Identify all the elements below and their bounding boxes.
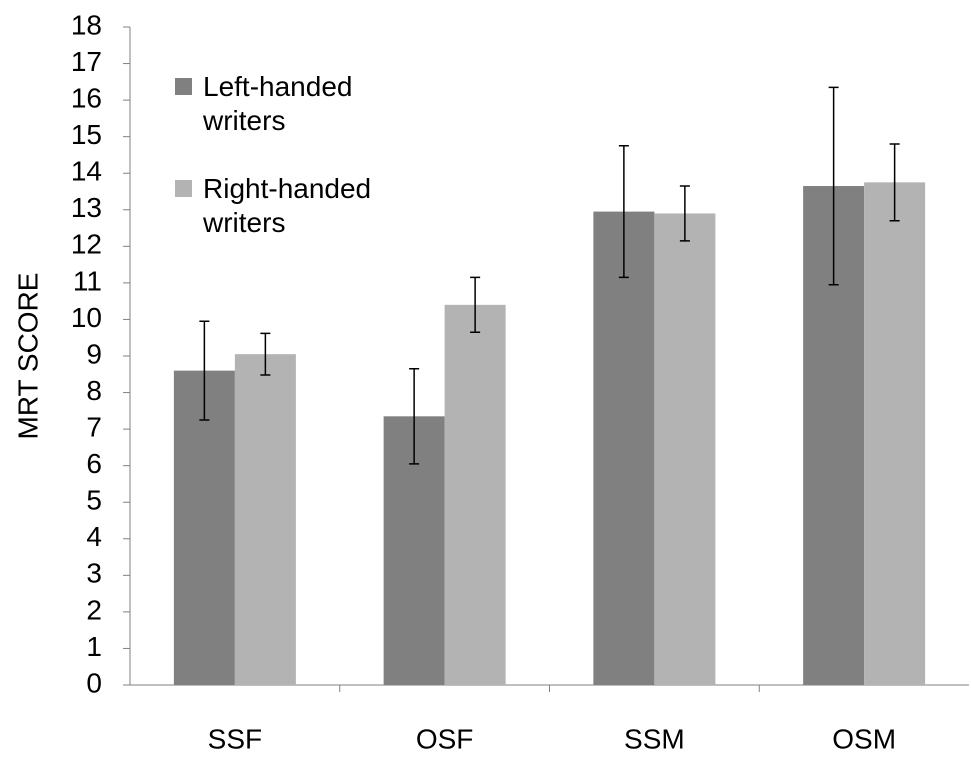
y-tick-label: 11 [73,265,102,296]
y-tick-label: 0 [86,667,102,698]
y-axis-label: MRT SCORE [12,273,43,440]
x-tick-label: SSF [208,723,262,754]
y-tick-label: 12 [71,229,102,260]
y-tick-label: 14 [71,156,102,187]
legend-label: Left-handed writers [203,71,353,136]
y-tick-label: 5 [86,485,102,516]
y-tick-label: 17 [71,46,102,77]
error-bar [409,368,420,465]
y-tick-label: 9 [86,338,102,369]
y-tick-label: 10 [71,302,102,333]
y-tick-label: 1 [86,631,102,662]
error-bar [889,143,900,222]
x-tick-label: SSM [624,723,685,754]
bar [234,354,296,685]
legend-swatch [175,180,192,197]
y-tick-label: 15 [71,119,102,150]
x-tick-label: OSM [832,723,896,754]
bar [864,182,926,685]
error-bar [828,86,839,286]
error-bar [199,320,210,421]
error-bar [260,332,271,376]
x-tick-label: OSF [416,723,474,754]
y-tick-label: 4 [86,521,102,552]
bar [173,370,235,685]
error-bar [618,145,629,279]
legend-label: Right-handed writers [203,173,372,238]
y-tick-label: 16 [71,83,102,114]
bar [444,304,506,685]
legend-swatch [175,78,192,95]
y-tick-label: 13 [71,192,102,223]
y-tick-label: 7 [86,412,102,443]
y-tick-label: 18 [71,9,102,40]
bar [654,213,716,685]
error-bar [679,185,690,242]
bar [593,211,655,685]
error-bar [470,276,481,333]
y-tick-label: 3 [86,558,102,589]
y-tick-label: 2 [86,594,102,625]
y-tick-label: 8 [86,375,102,406]
y-tick-label: 6 [86,448,102,479]
